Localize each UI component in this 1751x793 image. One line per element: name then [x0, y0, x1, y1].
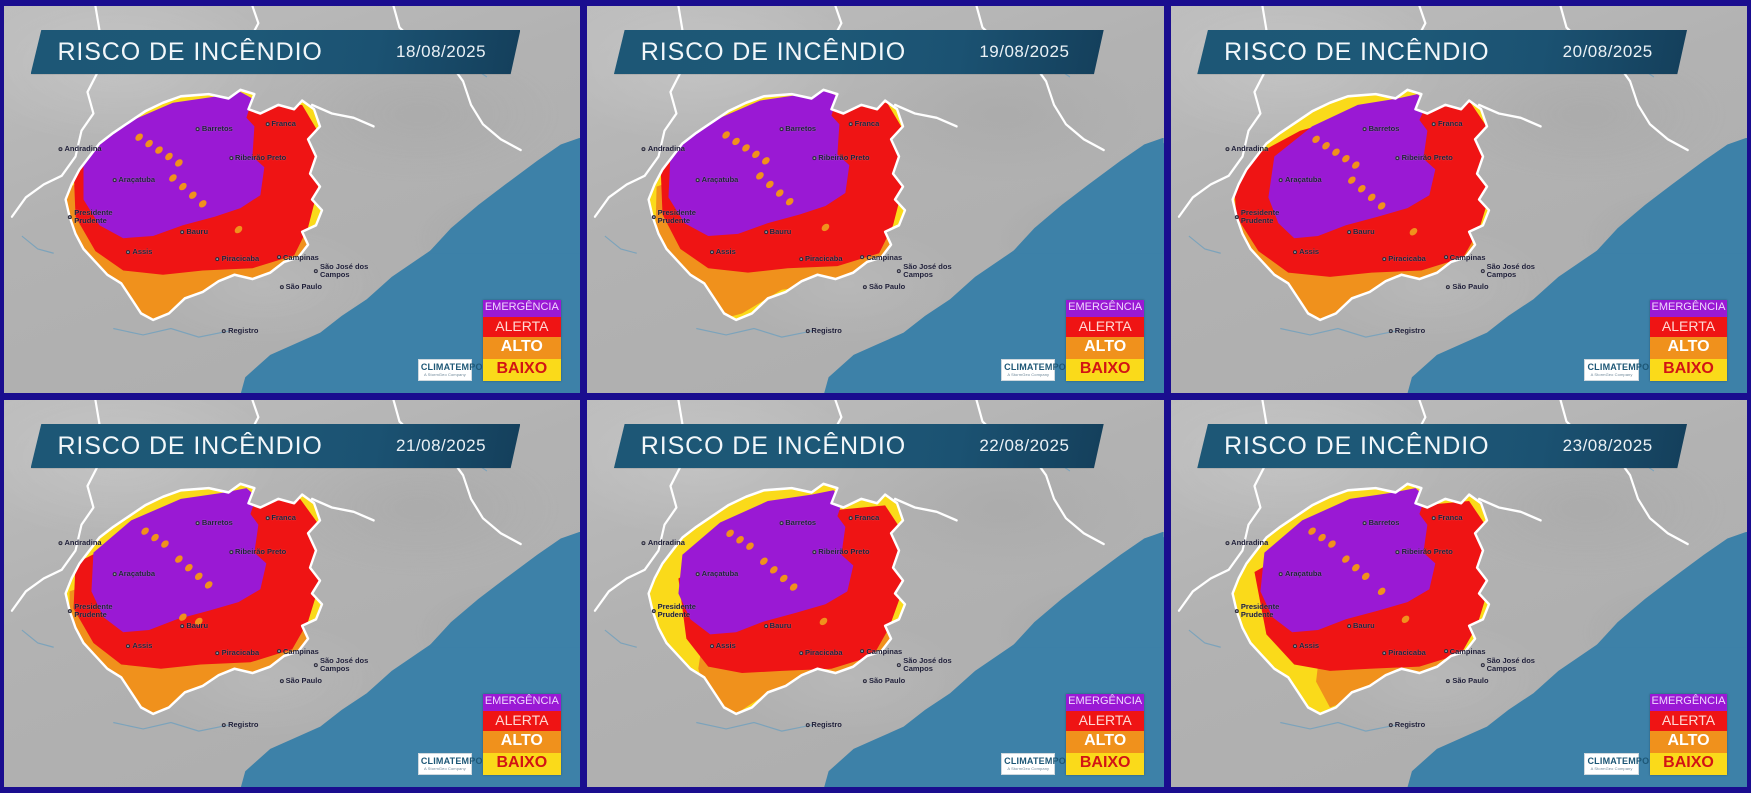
logo-wordmark: CLIMATEMPO — [1587, 755, 1650, 766]
panel-title: RISCO DE INCÊNDIO — [57, 431, 323, 460]
logo-wordmark: CLIMATEMPO — [420, 755, 483, 766]
legend-item-emergencia: EMERGÊNCIA — [1649, 693, 1728, 711]
legend-item-baixo: BAIXO — [1649, 358, 1728, 381]
map-panel-6[interactable]: Andradina Barretos Franca Ribeirão Preto Ara… — [1170, 400, 1747, 787]
panel-header-banner: RISCO DE INCÊNDIO 18/08/2025 — [30, 29, 521, 75]
logo-wordmark: CLIMATEMPO — [1004, 755, 1066, 766]
climatempo-logo: CLIMATEMPO A StormGeo Company — [1584, 752, 1650, 775]
logo-tagline: A StormGeo Company — [1007, 765, 1050, 771]
legend-item-alerta: ALERTA — [1066, 710, 1145, 731]
legend-item-alerta: ALERTA — [482, 316, 561, 337]
panel-date: 21/08/2025 — [396, 436, 487, 456]
legend-item-baixo: BAIXO — [1066, 358, 1145, 381]
climatempo-logo: CLIMATEMPO A StormGeo Company — [1001, 358, 1066, 381]
panel-date: 19/08/2025 — [979, 42, 1070, 62]
legend-item-emergencia: EMERGÊNCIA — [482, 299, 561, 317]
logo-wordmark: CLIMATEMPO — [420, 361, 483, 372]
climatempo-logo: CLIMATEMPO A StormGeo Company — [1001, 752, 1066, 775]
panel-date: 20/08/2025 — [1562, 42, 1653, 62]
logo-tagline: A StormGeo Company — [423, 371, 466, 377]
climatempo-logo: CLIMATEMPO A StormGeo Company — [417, 358, 483, 381]
logo-tagline: A StormGeo Company — [1590, 371, 1633, 377]
legend-item-alto: ALTO — [1649, 730, 1728, 753]
map-panel-2[interactable]: Andradina Barretos Franca Ribeirão Preto Ara… — [587, 6, 1164, 393]
panel-header-banner: RISCO DE INCÊNDIO 20/08/2025 — [1197, 29, 1688, 75]
logo-tagline: A StormGeo Company — [1590, 765, 1633, 771]
panel-header-banner: RISCO DE INCÊNDIO 23/08/2025 — [1197, 423, 1688, 469]
legend-item-alto: ALTO — [482, 730, 561, 753]
map-panel-1[interactable]: Andradina Barretos Franca Ribeirão Preto Ara… — [4, 6, 581, 393]
legend-item-emergencia: EMERGÊNCIA — [1649, 299, 1728, 317]
risk-legend: EMERGÊNCIA ALERTA ALTO BAIXO — [482, 299, 561, 381]
panel-header-banner: RISCO DE INCÊNDIO 21/08/2025 — [30, 423, 521, 469]
panel-date: 22/08/2025 — [979, 436, 1070, 456]
panel-title: RISCO DE INCÊNDIO — [1224, 431, 1490, 460]
panel-header-banner: RISCO DE INCÊNDIO 22/08/2025 — [613, 423, 1104, 469]
risk-legend: EMERGÊNCIA ALERTA ALTO BAIXO — [1066, 299, 1145, 381]
climatempo-logo: CLIMATEMPO A StormGeo Company — [417, 752, 483, 775]
panel-header-banner: RISCO DE INCÊNDIO 19/08/2025 — [613, 29, 1104, 75]
risk-legend: EMERGÊNCIA ALERTA ALTO BAIXO — [1649, 693, 1728, 775]
map-panel-5[interactable]: Andradina Barretos Franca Ribeirão Preto Ara… — [587, 400, 1164, 787]
logo-tagline: A StormGeo Company — [423, 765, 466, 771]
legend-item-baixo: BAIXO — [482, 752, 561, 775]
legend-item-alerta: ALERTA — [1066, 316, 1145, 337]
legend-item-alerta: ALERTA — [1649, 316, 1728, 337]
legend-item-alto: ALTO — [482, 336, 561, 359]
panel-date: 18/08/2025 — [396, 42, 487, 62]
logo-tagline: A StormGeo Company — [1007, 371, 1050, 377]
risk-legend: EMERGÊNCIA ALERTA ALTO BAIXO — [482, 693, 561, 775]
panel-date: 23/08/2025 — [1562, 436, 1653, 456]
climatempo-logo: CLIMATEMPO A StormGeo Company — [1584, 358, 1650, 381]
legend-item-alto: ALTO — [1066, 730, 1145, 753]
legend-item-emergencia: EMERGÊNCIA — [1066, 693, 1145, 711]
logo-wordmark: CLIMATEMPO — [1004, 361, 1066, 372]
legend-item-alerta: ALERTA — [1649, 710, 1728, 731]
map-panel-3[interactable]: Andradina Barretos Franca Ribeirão Preto Ara… — [1170, 6, 1747, 393]
logo-wordmark: CLIMATEMPO — [1587, 361, 1650, 372]
panel-title: RISCO DE INCÊNDIO — [1224, 37, 1490, 66]
legend-item-baixo: BAIXO — [482, 358, 561, 381]
legend-item-emergencia: EMERGÊNCIA — [1066, 299, 1145, 317]
legend-item-alto: ALTO — [1649, 336, 1728, 359]
risk-legend: EMERGÊNCIA ALERTA ALTO BAIXO — [1649, 299, 1728, 381]
legend-item-baixo: BAIXO — [1066, 752, 1145, 775]
legend-item-alerta: ALERTA — [482, 710, 561, 731]
panel-title: RISCO DE INCÊNDIO — [640, 37, 907, 66]
legend-item-emergencia: EMERGÊNCIA — [482, 693, 561, 711]
risk-legend: EMERGÊNCIA ALERTA ALTO BAIXO — [1066, 693, 1145, 775]
legend-item-baixo: BAIXO — [1649, 752, 1728, 775]
map-panel-4[interactable]: Andradina Barretos Franca Ribeirão Preto Ara… — [4, 400, 581, 787]
panel-title: RISCO DE INCÊNDIO — [640, 431, 907, 460]
legend-item-alto: ALTO — [1066, 336, 1145, 359]
panel-title: RISCO DE INCÊNDIO — [57, 37, 323, 66]
